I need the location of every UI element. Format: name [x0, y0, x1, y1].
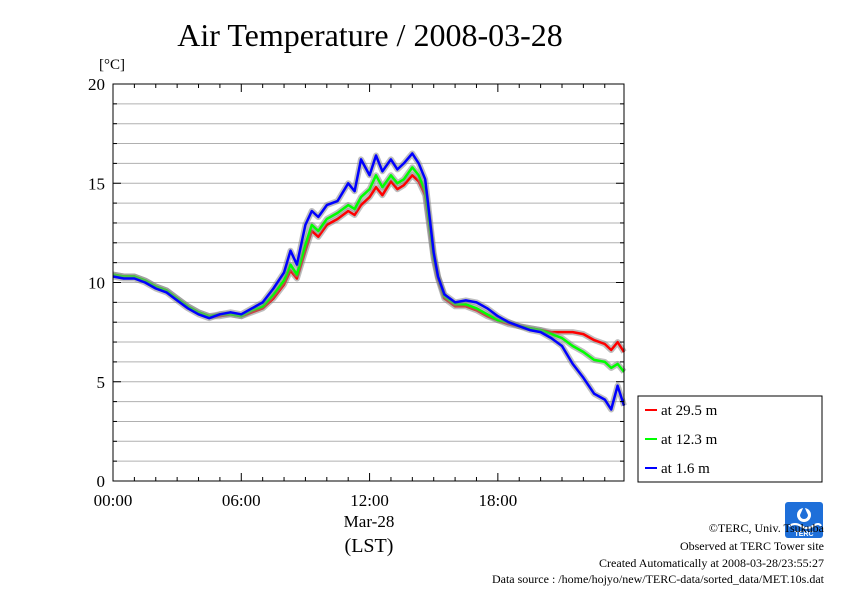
credit-line-2: Observed at TERC Tower site — [680, 539, 824, 553]
legend-label: at 1.6 m — [661, 461, 710, 477]
credit-line-3: Created Automatically at 2008-03-28/23:5… — [599, 556, 824, 570]
logo-text: TERC — [794, 531, 813, 538]
terc-logo-icon: TERC — [785, 502, 823, 538]
x-ticks: 00:00 06:00 12:00 18:00 — [94, 84, 606, 510]
y-tick-label: 15 — [88, 174, 105, 193]
x-date-label: Mar-28 — [344, 512, 395, 531]
legend-box — [637, 395, 823, 483]
x-tick-label: 12:00 — [350, 491, 389, 510]
y-tick-label: 5 — [97, 373, 106, 392]
credits-block: ©TERC, Univ. Tsukuba Observed at TERC To… — [492, 521, 825, 586]
y-axis-unit: [°C] — [99, 57, 125, 73]
chart-title: Air Temperature / 2008-03-28 — [177, 17, 563, 53]
x-tick-label: 00:00 — [94, 491, 133, 510]
x-tick-label: 06:00 — [222, 491, 261, 510]
y-tick-label: 0 — [97, 472, 106, 491]
y-tick-label: 20 — [88, 75, 105, 94]
credit-line-4: Data source : /home/hojyo/new/TERC-data/… — [492, 572, 825, 586]
legend-label: at 12.3 m — [661, 432, 718, 448]
x-tick-label: 18:00 — [478, 491, 517, 510]
series-line-shadow — [112, 172, 627, 354]
legend: at 29.5 m at 12.3 m at 1.6 m — [637, 395, 823, 483]
legend-label: at 29.5 m — [661, 403, 718, 419]
series-lines — [112, 150, 627, 413]
credit-line-1: ©TERC, Univ. Tsukuba — [709, 521, 825, 535]
x-axis-label: (LST) — [345, 535, 394, 557]
y-ticks: 0 5 10 15 20 — [88, 75, 624, 491]
series-line — [112, 152, 626, 411]
gridlines — [113, 103, 624, 462]
y-tick-label: 10 — [88, 274, 105, 293]
